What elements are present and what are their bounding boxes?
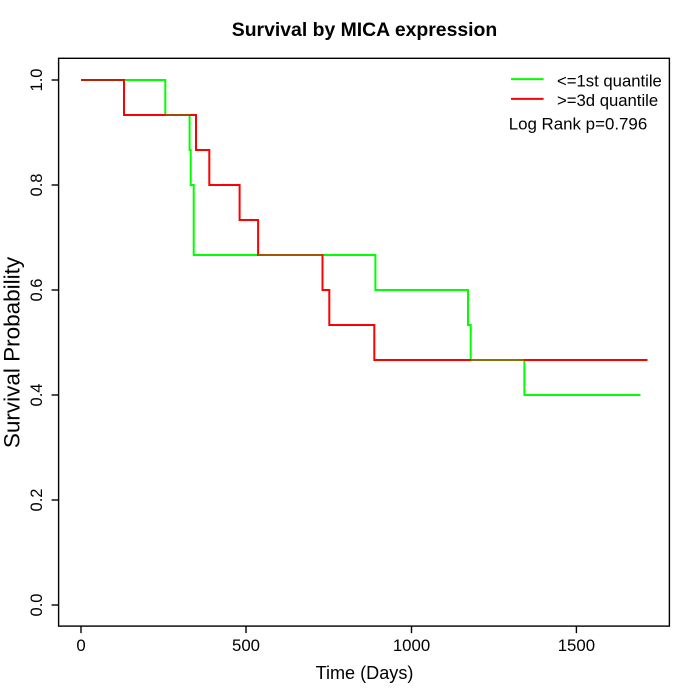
svg-text:0.6: 0.6 bbox=[28, 279, 46, 302]
svg-text:Survival by MICA expression: Survival by MICA expression bbox=[232, 19, 497, 41]
svg-text:1500: 1500 bbox=[558, 636, 595, 655]
svg-text:0.0: 0.0 bbox=[28, 594, 46, 617]
svg-text:0.4: 0.4 bbox=[28, 384, 46, 407]
svg-text:Survival Probability: Survival Probability bbox=[0, 256, 25, 448]
svg-text:500: 500 bbox=[232, 636, 260, 655]
svg-text:0.2: 0.2 bbox=[28, 489, 46, 512]
svg-text:>=3d quantile: >=3d quantile bbox=[557, 91, 658, 110]
svg-text:Log Rank p=0.796: Log Rank p=0.796 bbox=[509, 115, 648, 134]
svg-text:Time (Days): Time (Days) bbox=[316, 663, 414, 683]
svg-text:0: 0 bbox=[76, 636, 85, 655]
svg-text:0.8: 0.8 bbox=[28, 174, 46, 197]
svg-text:1000: 1000 bbox=[393, 636, 430, 655]
svg-text:1.0: 1.0 bbox=[28, 69, 46, 92]
svg-text:<=1st quantile: <=1st quantile bbox=[557, 72, 662, 91]
